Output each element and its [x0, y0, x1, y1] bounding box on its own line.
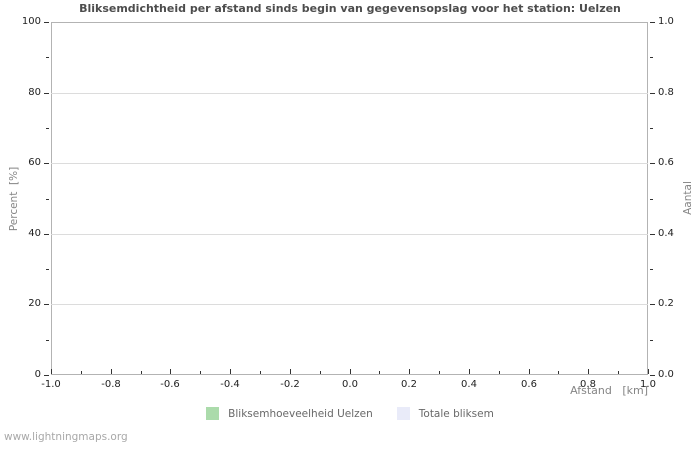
x-tick-label: -0.6: [160, 379, 180, 390]
x-major-tick: [648, 369, 649, 374]
y-left-tick-label: 60: [28, 157, 41, 168]
y-right-major-tick: [650, 163, 655, 164]
x-tick-label: 0.0: [342, 379, 358, 390]
legend-label: Totale bliksem: [418, 407, 494, 420]
x-major-tick: [409, 369, 410, 374]
y-right-tick-label: 0.8: [658, 87, 674, 98]
gridline: [51, 304, 648, 305]
x-major-tick: [230, 369, 231, 374]
y-right-minor-tick: [650, 269, 653, 270]
legend-item: Totale bliksem: [396, 407, 494, 420]
x-minor-tick: [439, 371, 440, 374]
x-tick-label: 0.8: [580, 379, 596, 390]
y-right-major-tick: [650, 93, 655, 94]
legend-item: Bliksemhoeveelheid Uelzen: [206, 407, 373, 420]
y-right-minor-tick: [650, 57, 653, 58]
x-minor-tick: [81, 371, 82, 374]
chart-title: Bliksemdichtheid per afstand sinds begin…: [79, 2, 621, 15]
y-right-major-tick: [650, 22, 655, 23]
watermark-text: www.lightningmaps.org: [4, 431, 128, 443]
y-left-major-tick: [44, 375, 49, 376]
y-left-minor-tick: [46, 269, 49, 270]
y-left-minor-tick: [46, 57, 49, 58]
y-axis-label-right: Aantal: [682, 181, 694, 215]
x-tick-label: -0.2: [280, 379, 300, 390]
x-tick-label: -0.8: [101, 379, 121, 390]
y-right-tick-label: 1.0: [658, 16, 674, 27]
x-major-tick: [51, 369, 52, 374]
y-left-minor-tick: [46, 199, 49, 200]
x-major-tick: [588, 369, 589, 374]
y-right-tick-label: 0.4: [658, 228, 674, 239]
y-left-major-tick: [44, 163, 49, 164]
x-tick-label: 0.2: [401, 379, 417, 390]
y-right-major-tick: [650, 304, 655, 305]
y-right-tick-label: 0.0: [658, 369, 674, 380]
gridline: [51, 234, 648, 235]
y-left-major-tick: [44, 304, 49, 305]
gridline: [51, 163, 648, 164]
x-tick-label: -0.4: [220, 379, 240, 390]
y-left-minor-tick: [46, 128, 49, 129]
x-tick-label: -1.0: [41, 379, 61, 390]
x-minor-tick: [379, 371, 380, 374]
x-tick-label: 1.0: [640, 379, 656, 390]
x-minor-tick: [260, 371, 261, 374]
legend-label: Bliksemhoeveelheid Uelzen: [228, 407, 373, 420]
gridline: [51, 93, 648, 94]
x-minor-tick: [141, 371, 142, 374]
y-left-tick-label: 100: [21, 16, 41, 27]
y-axis-label-left: Percent [%]: [8, 166, 20, 232]
y-left-tick-label: 20: [28, 298, 41, 309]
x-major-tick: [469, 369, 470, 374]
y-left-tick-label: 80: [28, 87, 41, 98]
x-tick-label: 0.4: [461, 379, 477, 390]
x-axis-label: Afstand [km]: [570, 384, 648, 397]
x-minor-tick: [320, 371, 321, 374]
x-minor-tick: [499, 371, 500, 374]
x-major-tick: [529, 369, 530, 374]
x-major-tick: [350, 369, 351, 374]
x-tick-label: 0.6: [521, 379, 537, 390]
y-left-tick-label: 0: [34, 369, 41, 380]
plot-area: [51, 22, 648, 375]
y-left-major-tick: [44, 234, 49, 235]
x-major-tick: [170, 369, 171, 374]
y-right-tick-label: 0.2: [658, 298, 674, 309]
legend-swatch-icon: [396, 407, 410, 420]
legend: Bliksemhoeveelheid Uelzen Totale bliksem: [0, 407, 700, 420]
y-right-major-tick: [650, 375, 655, 376]
x-major-tick: [290, 369, 291, 374]
x-minor-tick: [618, 371, 619, 374]
x-major-tick: [111, 369, 112, 374]
y-left-minor-tick: [46, 340, 49, 341]
y-left-major-tick: [44, 93, 49, 94]
y-right-minor-tick: [650, 340, 653, 341]
x-minor-tick: [200, 371, 201, 374]
y-right-major-tick: [650, 234, 655, 235]
y-left-tick-label: 40: [28, 228, 41, 239]
x-minor-tick: [558, 371, 559, 374]
legend-swatch-icon: [206, 407, 220, 420]
y-right-minor-tick: [650, 199, 653, 200]
y-right-tick-label: 0.6: [658, 157, 674, 168]
y-left-major-tick: [44, 22, 49, 23]
y-right-minor-tick: [650, 128, 653, 129]
